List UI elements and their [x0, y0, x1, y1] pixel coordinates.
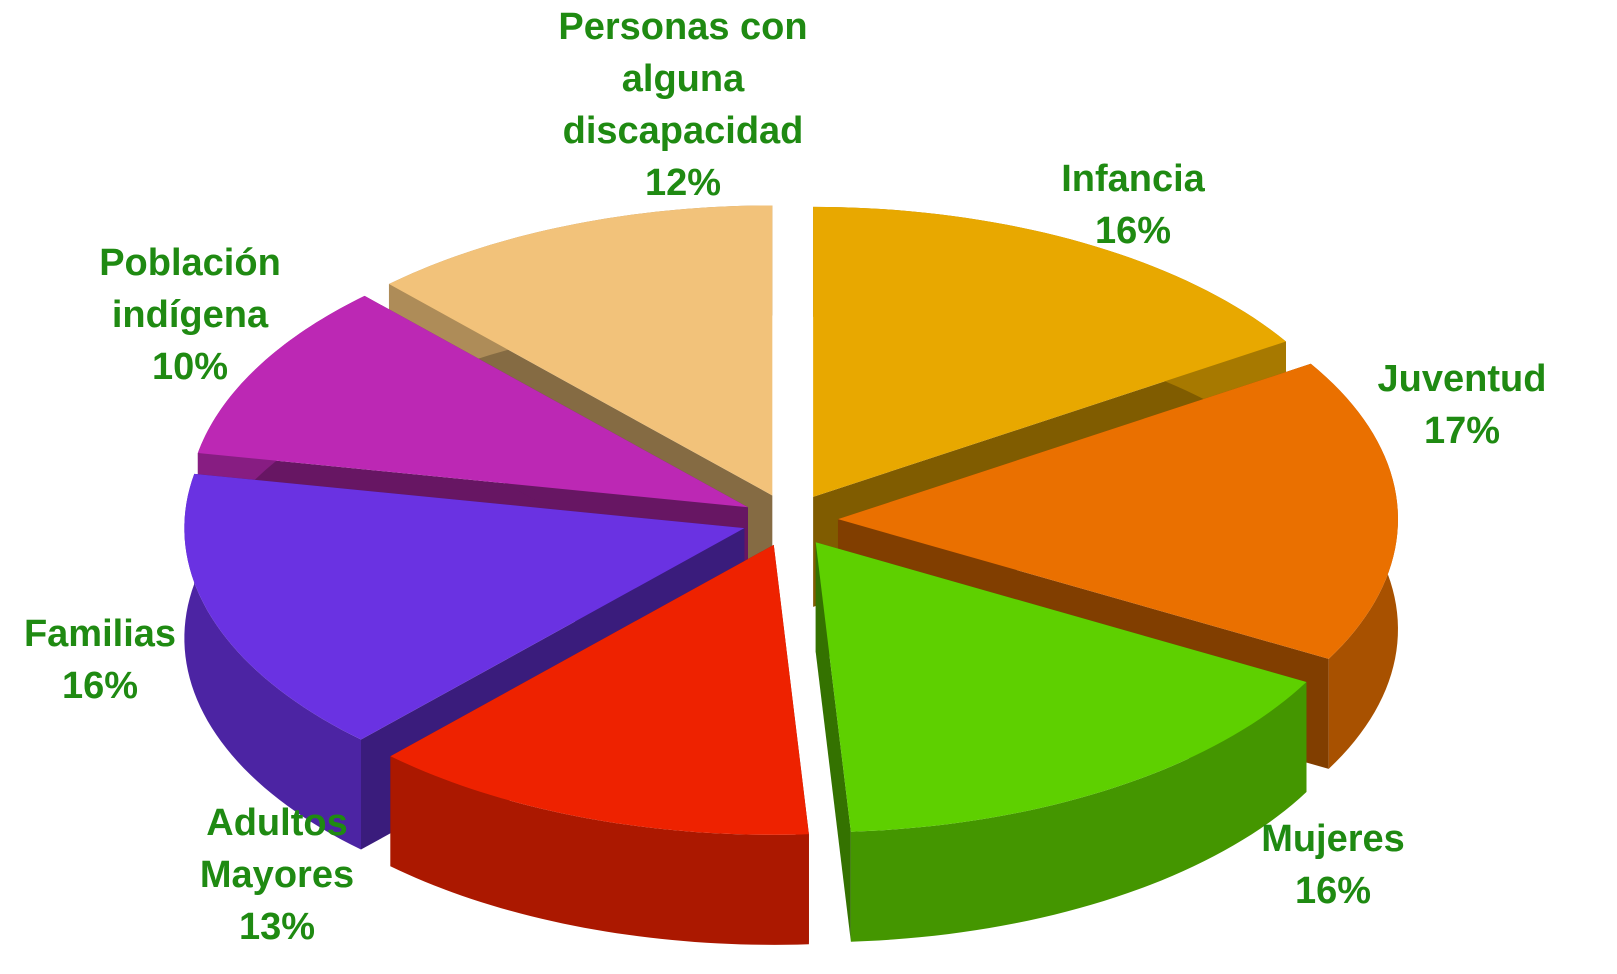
category-label: Juventud: [1377, 358, 1547, 400]
slice-label: Infancia 16%: [983, 153, 1283, 257]
slice-outer-side: [390, 756, 809, 945]
slice-top: [815, 542, 1307, 832]
slice-outer-side: [184, 473, 362, 850]
pie-slice: [390, 544, 809, 945]
slice-top: [813, 206, 1286, 497]
slice-label: Personas con alguna discapacidad 12%: [533, 1, 833, 209]
pie-slice: [815, 542, 1307, 942]
slice-top: [184, 473, 745, 740]
category-label: Personas con alguna discapacidad: [558, 6, 808, 152]
slice-label: Población indígena 10%: [40, 237, 340, 393]
category-label: Infancia: [1061, 158, 1205, 200]
value-label: 13%: [238, 906, 316, 948]
value-label: 17%: [1423, 410, 1501, 452]
slice-label: Familias 16%: [0, 608, 250, 712]
slice-top: [197, 295, 748, 508]
category-label: Población indígena: [99, 242, 281, 336]
value-label: 10%: [151, 346, 229, 388]
slice-label: Adultos Mayores 13%: [127, 797, 427, 953]
value-label: 16%: [1294, 870, 1372, 912]
slice-outer-side: [850, 681, 1307, 942]
category-label: Adultos Mayores: [199, 802, 355, 896]
slice-side: [815, 542, 851, 942]
slice-top: [390, 544, 809, 835]
value-label: 12%: [644, 162, 722, 204]
slice-label: Juventud 17%: [1312, 353, 1612, 457]
slice-label: Mujeres 16%: [1183, 813, 1483, 917]
category-label: Familias: [23, 613, 177, 655]
value-label: 16%: [61, 665, 139, 707]
slice-top: [388, 205, 773, 496]
value-label: 16%: [1094, 210, 1172, 252]
category-label: Mujeres: [1261, 818, 1405, 860]
slice-top: [837, 363, 1398, 659]
